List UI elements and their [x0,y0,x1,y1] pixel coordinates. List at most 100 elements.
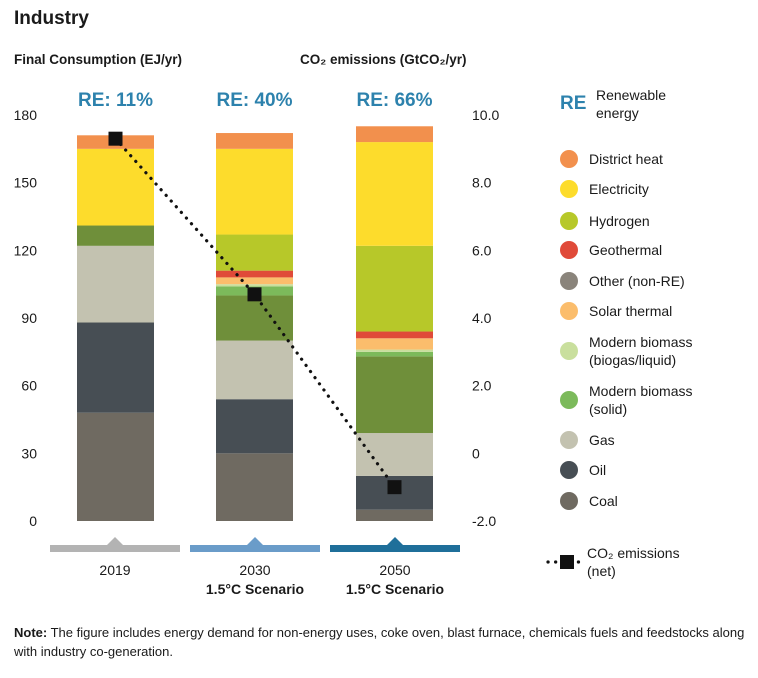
category-band-pointer [247,537,263,545]
legend-label: District heat [589,151,663,167]
legend-label: Geothermal [589,242,663,258]
bar-segment [216,295,293,341]
left-tick-label: 150 [14,175,38,191]
bar-segment [356,126,433,143]
legend-item: Electricity [560,180,758,198]
bar-segment [356,338,433,350]
bar-segment [216,453,293,521]
bar-segment [216,270,293,278]
legend-item: Solar thermal [560,302,758,320]
legend-swatch [560,302,578,320]
legend-item-renewable-energy: RE Renewable energy [560,86,686,122]
right-tick-label: 2.0 [472,378,492,394]
legend-label: Renewable energy [596,87,667,121]
re-share-label: RE: 66% [356,90,432,111]
bar-segment [356,245,433,332]
left-tick-label: 180 [14,107,38,123]
legend-swatch [560,431,578,449]
category-band [330,545,460,552]
re-share-label: RE: 40% [216,90,292,111]
left-axis-title: Final Consumption (EJ/yr) [14,52,183,67]
bar-segment [77,245,154,323]
right-tick-label: 10.0 [472,107,499,123]
bar-segment [356,509,433,521]
legend-label: CO₂ emissions (net) [587,545,680,579]
note: Note: The figure includes energy demand … [14,623,749,661]
category-sublabel: 1.5°C Scenario [346,581,444,597]
legend-swatch [560,391,578,409]
legend-swatch [560,272,578,290]
category-band [50,545,180,552]
right-tick-label: 8.0 [472,175,492,191]
stacked-bar-chart: 0 30 60 90 120 150 180 -2.0 0 2.0 4.0 6.0 8.0 10.0 RE:… [14,90,500,597]
right-tick-label: 4.0 [472,310,492,326]
left-tick-label: 0 [29,513,37,529]
bar-segment [77,225,154,246]
bar-segment [216,234,293,271]
category-band-pointer [387,537,403,545]
category-label: 2019 [99,562,130,578]
category-band-pointer [107,537,123,545]
bar-segment [356,356,433,434]
category-sublabel: 1.5°C Scenario [206,581,304,597]
right-axis-title: CO₂ emissions (GtCO₂/yr) [300,52,467,67]
legend-item: Other (non-RE) [560,272,758,290]
re-key-label: RE [560,93,587,114]
bar-segment [356,351,433,357]
legend-label: Modern biomass (solid) [589,383,693,417]
legend-label: Hydrogen [589,213,650,229]
legend-swatch [560,461,578,479]
legend-item: Coal [560,492,758,510]
legend-item: Modern biomass (solid) [560,382,719,418]
category-label: 2030 [239,562,270,578]
note-label: Note: [14,625,48,640]
bar-segment [356,331,433,339]
note-text: The figure includes energy demand for no… [14,625,745,659]
legend-label: Electricity [589,181,649,197]
right-tick-label: 0 [472,445,480,461]
left-tick-label: 120 [14,242,38,258]
legend-item: Oil [560,461,758,479]
re-share-label: RE: 11% [78,90,153,111]
bar-segment [77,322,154,413]
page-title: Industry [14,8,89,29]
right-tick-label: 6.0 [472,242,492,258]
bar-segment [356,433,433,476]
emissions-marker [108,131,123,146]
legend-item: Gas [560,431,758,449]
legend-swatch [560,342,578,360]
bar-segment [216,277,293,285]
legend-label: Solar thermal [589,303,673,319]
bar-segment [216,148,293,235]
left-tick-label: 60 [21,378,37,394]
legend-label: Gas [589,432,615,448]
legend-item-emissions: CO₂ emissions (net) [546,544,707,580]
bar-segment [77,148,154,226]
category-label: 2050 [379,562,410,578]
legend-swatch [560,180,578,198]
bar-segment [216,133,293,149]
legend-label: Other (non-RE) [589,273,685,289]
bar-segment [77,412,154,521]
legend-label: Modern biomass (biogas/liquid) [589,334,693,368]
legend-label: Oil [589,462,607,478]
legend-swatch [560,492,578,510]
left-tick-label: 30 [21,445,37,461]
bar-segment [216,399,293,454]
bar-segment [356,349,433,352]
legend-label: Coal [589,493,618,509]
emissions-marker [247,287,262,302]
left-tick-label: 90 [21,310,37,326]
legend-item: Modern biomass (biogas/liquid) [560,333,719,369]
legend-item: Hydrogen [560,212,758,230]
emissions-legend-symbol [546,553,588,571]
bar-segment [216,340,293,400]
category-band [190,545,320,552]
legend-item: District heat [560,150,758,168]
emissions-line [113,137,397,489]
emissions-marker [387,480,402,495]
legend-item: Geothermal [560,241,758,259]
legend-swatch [560,241,578,259]
legend-swatch [560,212,578,230]
bar-segment [216,284,293,287]
